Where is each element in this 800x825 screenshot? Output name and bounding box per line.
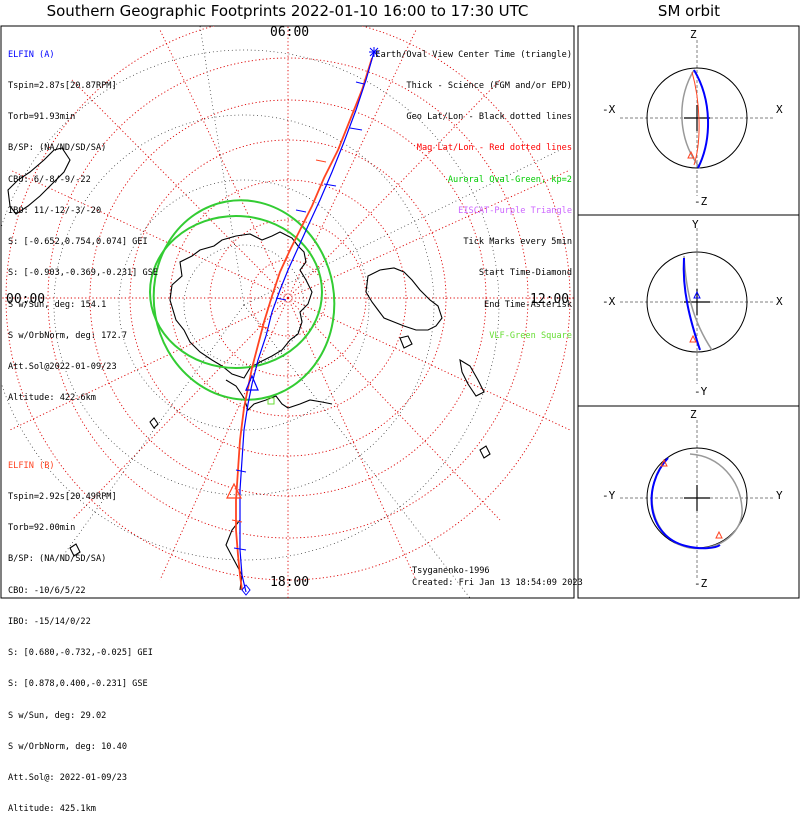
model-label: Tsyganenko-1996 xyxy=(412,566,490,576)
elfin-b-center-triangle xyxy=(226,482,242,499)
elfin-b-line: S w/OrbNorm, deg: 10.40 xyxy=(8,741,127,752)
sm-panel-xz xyxy=(620,40,774,196)
elfin-a-line: Torb=91.93min xyxy=(8,112,76,123)
elfin-b-line: B/SP: (NA/ND/SD/SA) xyxy=(8,554,107,565)
sm-xy-bottom-label: -Y xyxy=(694,385,708,398)
elfin-a-line: S: [-0.903,-0.369,-0.231] GSE xyxy=(8,268,159,279)
sm-xz-right-label: X xyxy=(776,103,783,116)
map-legend: Earth/Oval View Center Time (triangle) T… xyxy=(375,29,572,352)
coastlines xyxy=(7,147,491,591)
legend-entry: Earth/Oval View Center Time (triangle) xyxy=(375,49,572,60)
legend-entry: Geo Lat/Lon - Black dotted lines xyxy=(406,112,572,123)
elfin-b-line: Altitude: 425.1km xyxy=(8,804,96,815)
elfin-a-line: S w/Sun, deg: 154.1 xyxy=(8,299,107,310)
elfin-a-line: Altitude: 422.6km xyxy=(8,393,96,404)
australia-coast xyxy=(365,267,443,331)
island-coast-2 xyxy=(69,543,81,557)
sm-xz-top-label: Z xyxy=(690,28,697,41)
elfin-a-line: IBO: 11/-12/-3/-20 xyxy=(8,205,102,216)
sm-panel-yz-frame xyxy=(577,405,800,599)
sm-xy-left-label: -X xyxy=(602,295,616,308)
nz-coast xyxy=(459,358,485,397)
sm-panel-yz xyxy=(620,420,774,580)
mlt-label-right: 12:00 xyxy=(530,292,570,307)
elfin-a-name: ELFIN (A) xyxy=(8,49,55,60)
mlt-label-top: 06:00 xyxy=(270,25,310,40)
legend-entry: Mag Lat/Lon - Red dotted lines xyxy=(416,143,572,154)
sm-orbit-title: SM orbit xyxy=(657,2,721,20)
tasmania-coast xyxy=(399,335,413,349)
sm-xy-right-label: X xyxy=(776,295,783,308)
elfin-b-tick-marks xyxy=(231,159,327,523)
sm-yz-top-label: Z xyxy=(690,408,697,421)
legend-entry: VLF-Green Square xyxy=(489,330,572,341)
island-coast-3 xyxy=(479,445,491,459)
legend-entry: EISCAT-Purple Triangle xyxy=(458,205,572,216)
auroral-oval xyxy=(149,199,336,401)
elfin-b-info: ELFIN (B) Tspin=2.92s[20.49RPM] Torb=92.… xyxy=(8,440,153,825)
elfin-a-info: ELFIN (A) Tspin=2.87s[20.87RPM] Torb=91.… xyxy=(8,29,158,414)
sm-xz-left-label: -X xyxy=(602,103,616,116)
sm-panel-xz-frame xyxy=(577,25,800,216)
elfin-a-track xyxy=(239,51,375,593)
elfin-b-line: Att.Sol@: 2022-01-09/23 xyxy=(8,773,127,783)
elfin-b-line: Torb=92.00min xyxy=(8,523,76,534)
mlt-label-left: 00:00 xyxy=(6,292,46,307)
elfin-a-line: S: [-0.652,0.754,0.074] GEI xyxy=(8,237,148,248)
elfin-b-line: S w/Sun, deg: 29.02 xyxy=(8,710,107,721)
vlf-marker xyxy=(267,397,275,405)
sm-yz-left-label: -Y xyxy=(602,489,616,502)
elfin-a-line: B/SP: (NA/ND/SD/SA) xyxy=(8,143,107,154)
elfin-a-tick-marks xyxy=(233,81,365,551)
elfin-b-line: CBO: -10/6/5/22 xyxy=(8,585,86,596)
elfin-b-line: S: [0.680,-0.732,-0.025] GEI xyxy=(8,648,153,659)
mlt-label-bottom: 18:00 xyxy=(270,575,310,590)
legend-entry: End Time-Asterisk xyxy=(484,299,572,310)
elfin-b-line: Tspin=2.92s[20.49RPM] xyxy=(8,492,117,503)
sm-panel-xy xyxy=(620,228,774,384)
elfin-a-line: Att.Sol@2022-01-09/23 xyxy=(8,362,117,372)
legend-entry: Thick - Science (FGM and/or EPD) xyxy=(406,81,572,92)
map-frame xyxy=(0,25,575,599)
island-coast xyxy=(149,417,159,429)
elfin-a-start-diamond xyxy=(241,584,251,596)
legend-entry: Auroral Oval-Green, kp=2 xyxy=(447,174,572,185)
figure-canvas xyxy=(0,25,800,599)
elfin-a-line: Tspin=2.87s[20.87RPM] xyxy=(8,81,117,92)
geo-grid-lines xyxy=(1,26,561,598)
created-timestamp: Created: Fri Jan 13 18:54:09 2023 xyxy=(412,578,583,588)
south-america-coast-2 xyxy=(225,519,243,591)
elfin-b-track xyxy=(235,57,373,591)
africa-coast xyxy=(7,147,71,215)
elfin-b-name: ELFIN (B) xyxy=(8,460,55,471)
mag-longitude-lines xyxy=(1,26,574,598)
elfin-b-line: S: [0.878,0.400,-0.231] GSE xyxy=(8,679,148,690)
south-america-coast xyxy=(225,379,333,412)
sm-yz-right-label: Y xyxy=(776,489,783,502)
legend-entry: Tick Marks every 5min xyxy=(463,237,572,248)
elfin-a-center-triangle xyxy=(245,374,259,391)
elfin-a-line: S w/OrbNorm, deg: 172.7 xyxy=(8,330,127,341)
sm-yz-bottom-label: -Z xyxy=(694,577,708,590)
elfin-a-line: CBO: 6/-8/-9/-22 xyxy=(8,174,91,185)
elfin-a-end-asterisk xyxy=(369,47,379,57)
elfin-b-line: IBO: -15/14/0/22 xyxy=(8,616,91,627)
sm-xy-top-label: Y xyxy=(692,218,699,231)
plot-title: Southern Geographic Footprints 2022-01-1… xyxy=(46,2,529,20)
sm-xz-bottom-label: -Z xyxy=(694,195,708,208)
legend-entry: Start Time-Diamond xyxy=(478,268,572,279)
